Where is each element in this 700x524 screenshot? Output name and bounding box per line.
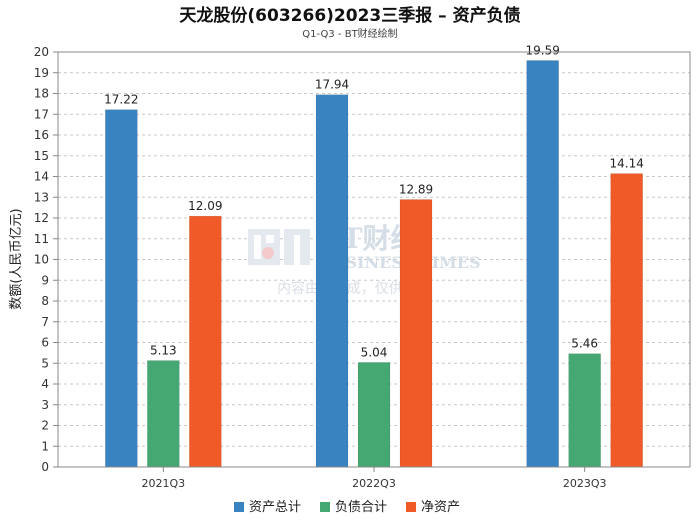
y-tick-label: 0 [41, 460, 49, 474]
y-tick-label: 15 [34, 149, 49, 163]
data-label: 17.22 [104, 93, 138, 107]
bt-logo-icon [248, 229, 310, 265]
y-tick-label: 10 [34, 253, 49, 267]
y-tick-label: 11 [34, 232, 49, 246]
x-tick-label: 2021Q3 [142, 477, 186, 490]
data-label: 14.14 [609, 157, 643, 171]
data-labels: 17.22 5.13 12.09 17.94 5.04 12.89 19.59 5.46 14.… [104, 44, 644, 360]
y-tick-label: 16 [34, 128, 49, 142]
data-label: 12.89 [399, 183, 433, 197]
legend-label: 负债合计 [335, 500, 387, 515]
bar-2023Q3-2 [610, 173, 643, 468]
data-label: 19.59 [525, 44, 559, 58]
y-tick-label: 18 [34, 87, 49, 101]
legend-label: 资产总计 [249, 500, 301, 515]
data-label: 5.13 [150, 344, 177, 358]
x-tick-label: 2022Q3 [352, 477, 396, 490]
bar-2022Q3-2 [399, 199, 433, 468]
y-tick-label: 19 [34, 66, 49, 80]
data-label: 12.09 [188, 199, 222, 213]
data-label: 17.94 [315, 78, 349, 92]
y-tick-label: 20 [34, 45, 49, 59]
y-tick-label: 4 [41, 377, 49, 391]
y-tick-label: 17 [34, 107, 49, 121]
y-tick-label: 14 [34, 170, 49, 184]
legend-swatch [406, 502, 416, 512]
y-axis-label: 数额(人民币亿元) [9, 208, 24, 309]
bar-2022Q3-1 [357, 362, 391, 468]
y-tick-label: 13 [34, 190, 49, 204]
watermark-brand-en: BUSINESS TIMES [318, 253, 481, 272]
y-tick-label: 2 [41, 419, 49, 433]
bar-2022Q3-0 [315, 94, 349, 468]
y-tick-label: 5 [41, 356, 49, 370]
chart-subtitle: Q1-Q3 - BT财经绘制 [302, 27, 397, 40]
bar-2021Q3-0 [105, 109, 138, 468]
legend: 资产总计 负债合计 净资产 [234, 500, 460, 515]
y-tick-label: 12 [34, 211, 49, 225]
watermark-note: 内容由AI生成，仅供参考 [277, 280, 431, 297]
x-tick-label: 2023Q3 [563, 477, 607, 490]
y-tick-label: 3 [41, 398, 49, 412]
y-tick-label: 6 [41, 336, 49, 350]
data-label: 5.04 [361, 345, 388, 359]
bars [105, 60, 643, 468]
x-axis-ticks: 2021Q3 2022Q3 2023Q3 [142, 467, 607, 490]
bar-2021Q3-1 [147, 360, 180, 468]
chart-title: 天龙股份(603266)2023三季报 – 资产负债 [179, 5, 520, 26]
y-tick-label: 7 [41, 315, 49, 329]
bar-2023Q3-1 [568, 353, 601, 468]
bar-2023Q3-0 [526, 60, 559, 468]
y-tick-label: 1 [41, 439, 49, 453]
legend-label: 净资产 [421, 500, 460, 515]
data-label: 5.46 [571, 337, 598, 351]
legend-swatch [320, 502, 330, 512]
bar-2021Q3-2 [189, 215, 222, 468]
legend-swatch [234, 502, 244, 512]
y-tick-label: 9 [41, 273, 49, 287]
y-tick-label: 8 [41, 294, 49, 308]
